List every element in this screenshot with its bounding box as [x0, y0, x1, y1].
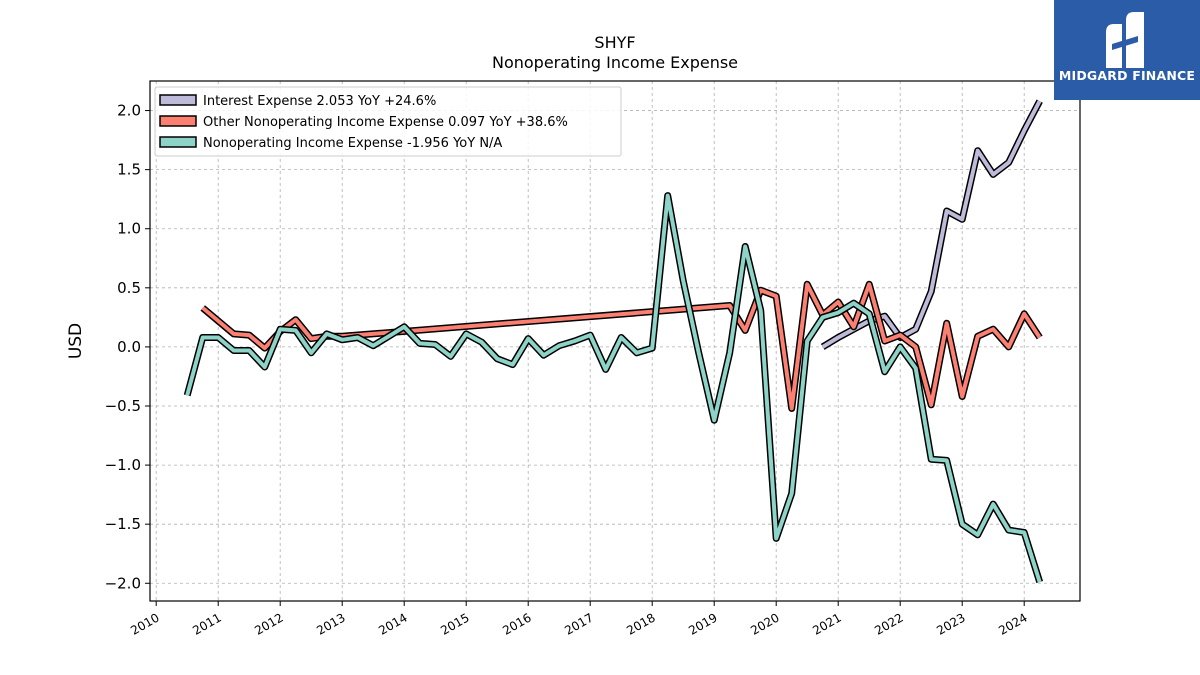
chart-title: SHYF	[594, 33, 635, 52]
y-tick-label: −1.0	[105, 456, 141, 474]
series-line	[821, 100, 1042, 349]
y-tick-label: −0.5	[105, 397, 141, 415]
x-tick-label: 2018	[624, 610, 657, 637]
legend-label: Interest Expense 2.053 YoY +24.6%	[203, 94, 436, 109]
y-tick-label: −1.5	[105, 515, 141, 533]
legend-swatch	[159, 136, 197, 148]
brand-logo: MIDGARD FINANCE	[1054, 0, 1200, 100]
series-2	[183, 192, 1044, 584]
plot-frame	[149, 80, 1081, 602]
legend-swatch	[159, 115, 197, 127]
x-tick-label: 2024	[996, 610, 1029, 637]
series-0	[820, 99, 1043, 350]
y-axis: −2.0 −1.5 −1.0 −0.5 0.0 0.5 1.0 1.5 2.0	[105, 102, 150, 592]
x-tick-label: 2017	[562, 610, 595, 637]
brand-name: MIDGARD FINANCE	[1058, 68, 1196, 83]
x-tick-label: 2020	[748, 610, 781, 637]
x-tick-label: 2023	[934, 610, 967, 637]
legend-label: Nonoperating Income Expense -1.956 YoY N…	[203, 136, 502, 151]
series-line	[185, 193, 1042, 583]
series-line-outline	[820, 99, 1043, 350]
legend-label: Other Nonoperating Income Expense 0.097 …	[203, 115, 568, 130]
y-axis-label: USD	[66, 323, 86, 359]
x-axis: 2010 2011 2012 2013 2014 2015 2016 2017 2018 2019…	[128, 601, 1030, 638]
x-tick-label: 2015	[438, 610, 471, 637]
y-tick-label: −2.0	[105, 574, 141, 592]
x-tick-label: 2012	[252, 610, 285, 637]
series-line	[201, 282, 1042, 411]
y-tick-label: 1.0	[117, 220, 141, 238]
x-tick-label: 2010	[128, 610, 161, 637]
x-tick-label: 2014	[376, 610, 409, 637]
x-tick-label: 2013	[314, 610, 347, 637]
series-1	[200, 280, 1043, 412]
legend-box	[154, 86, 622, 157]
y-tick-label: 2.0	[117, 102, 141, 120]
x-tick-label: 2021	[810, 610, 843, 637]
y-tick-label: 0.0	[117, 338, 141, 356]
x-tick-label: 2019	[686, 610, 719, 637]
y-tick-label: 0.5	[117, 279, 141, 297]
brand-logo-icon	[1106, 12, 1144, 68]
x-tick-label: 2011	[190, 610, 223, 637]
x-tick-label: 2016	[500, 610, 533, 637]
chart-subtitle: Nonoperating Income Expense	[492, 53, 738, 72]
legend: Interest Expense 2.053 YoY +24.6% Other N…	[154, 86, 622, 157]
x-tick-label: 2022	[872, 610, 905, 637]
series-layer	[183, 99, 1044, 584]
y-tick-label: 1.5	[117, 161, 141, 179]
legend-swatch	[159, 94, 197, 106]
